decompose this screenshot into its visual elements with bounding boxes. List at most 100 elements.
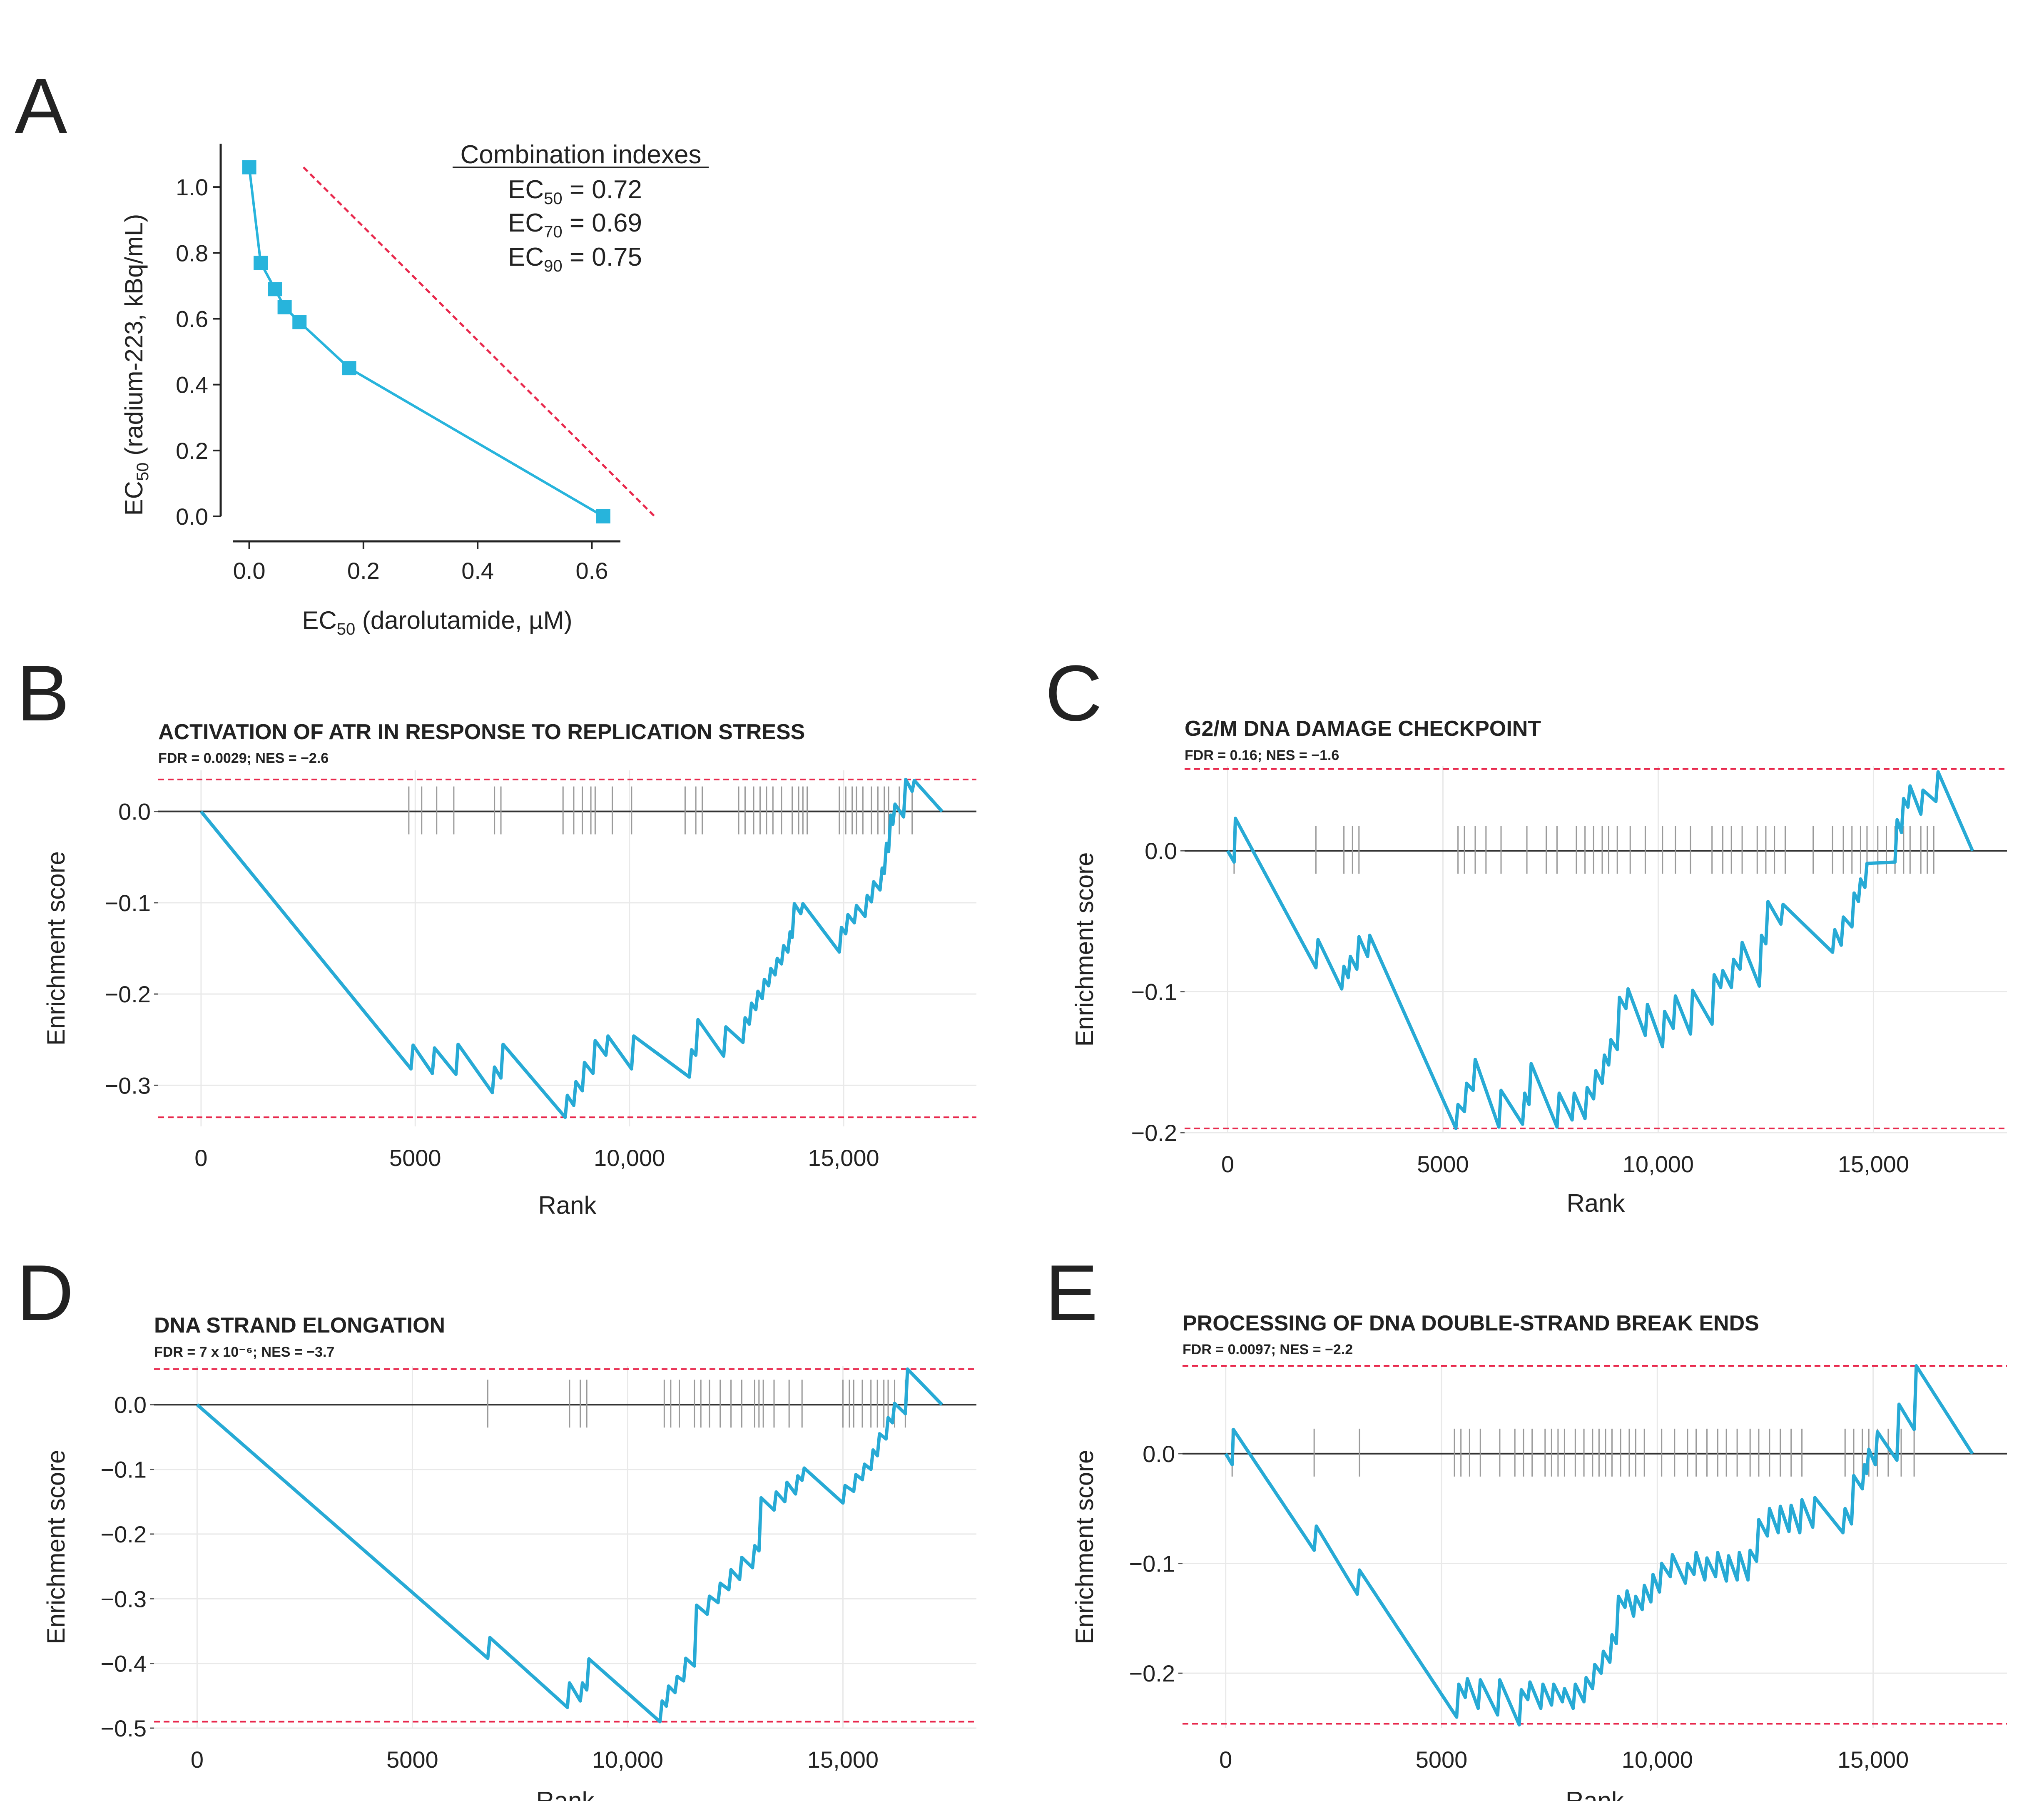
isobologram-point <box>268 282 282 296</box>
gsea-b-x-tick-label: 5000 <box>389 1145 441 1171</box>
gsea-e-x-tick-label: 15,000 <box>1837 1746 1909 1773</box>
isobologram-y-tick-label: 1.0 <box>176 174 208 200</box>
ci-row-ec50-sub: 50 <box>544 189 563 208</box>
isobologram-point <box>292 315 307 329</box>
gsea-b-x-title: Rank <box>538 1191 597 1219</box>
ci-row-ec90-value: = 0.75 <box>563 243 642 272</box>
ci-row-ec90-sub: 90 <box>544 257 563 275</box>
gsea-b-y-tick-label: −0.2 <box>105 981 151 1007</box>
gsea-c-title: G2/M DNA DAMAGE CHECKPOINT <box>1185 717 1541 741</box>
gsea-d-y-tick-label: −0.3 <box>100 1586 147 1612</box>
ci-row-ec70: EC70 = 0.69 <box>508 209 642 241</box>
isobologram-y-tick-label: 0.2 <box>176 438 208 464</box>
isobologram-point <box>342 361 356 376</box>
isobologram-x-title: EC50 (darolutamide, µM) <box>302 606 572 638</box>
ci-legend-title: Combination indexes <box>460 140 701 169</box>
gsea-c-y-tick-label: 0.0 <box>1145 838 1177 864</box>
isobologram-x-tick-label: 0.4 <box>461 558 494 584</box>
gsea-c-x-tick-label: 15,000 <box>1838 1151 1909 1177</box>
gsea-chart-b: 0.0 −0.1 −0.2 −0.3 0 5000 10,000 15,000 Rank Enri… <box>42 720 976 1219</box>
ci-row-ec50: EC50 = 0.72 <box>508 175 642 208</box>
isobologram-series-line <box>248 167 604 518</box>
gsea-b-y-title: Enrichment score <box>42 851 70 1046</box>
panel-letter-a: A <box>15 62 67 150</box>
gsea-d-title: DNA STRAND ELONGATION <box>154 1313 445 1338</box>
gsea-chart-e: 0.0 −0.1 −0.2 0 5000 10,000 15,000 Rank Enrichme… <box>1071 1311 2007 1801</box>
x-title-main: EC <box>302 606 336 634</box>
gsea-d-y-tick-label: −0.2 <box>100 1521 147 1547</box>
isobologram-y-tick-label: 0.6 <box>176 306 208 332</box>
gsea-b-title: ACTIVATION OF ATR IN RESPONSE TO REPLICA… <box>158 720 805 744</box>
gsea-chart-d: 0.0 −0.1 −0.2 −0.3 −0.4 −0.5 0 5000 10,000 15,000… <box>42 1313 976 1801</box>
gsea-d-x-tick-label: 10,000 <box>592 1746 663 1773</box>
gsea-e-x-tick-label: 5000 <box>1416 1746 1468 1773</box>
panel-letter-e: E <box>1045 1249 1098 1337</box>
ci-row-ec90: EC90 = 0.75 <box>508 243 642 275</box>
gsea-d-y-tick-label: −0.1 <box>100 1457 147 1483</box>
gsea-b-y-tick-label: −0.1 <box>105 890 151 916</box>
x-title-sub: 50 <box>337 620 356 638</box>
isobologram-additivity-line <box>303 166 656 517</box>
gsea-c-x-tick-label: 0 <box>1221 1151 1234 1177</box>
gsea-d-x-tick-label: 15,000 <box>807 1746 879 1773</box>
isobologram-x-tick-label: 0.0 <box>233 558 266 584</box>
gsea-b-x-tick-label: 10,000 <box>594 1145 665 1171</box>
gsea-e-y-title: Enrichment score <box>1071 1450 1098 1644</box>
gsea-c-subtitle: FDR = 0.16; NES = −1.6 <box>1185 747 1339 763</box>
gsea-e-x-title: Rank <box>1566 1787 1624 1801</box>
gsea-c-x-tick-label: 10,000 <box>1623 1151 1694 1177</box>
gsea-b-enrichment-curve <box>199 777 944 1119</box>
gsea-c-y-tick-label: −0.2 <box>1131 1120 1177 1146</box>
gsea-c-y-tick-label: −0.1 <box>1131 979 1177 1005</box>
y-title-rest: (radium-223, kBq/mL) <box>120 214 148 463</box>
gsea-d-enrichment-curve <box>196 1367 944 1724</box>
svg-text:EC50 (darolutamide, µM): EC50 (darolutamide, µM) <box>302 606 572 638</box>
gsea-b-y-tick-label: −0.3 <box>105 1072 151 1099</box>
isobologram-x-tick-label: 0.6 <box>575 558 608 584</box>
y-title-main: EC <box>120 481 148 516</box>
gsea-e-y-tick-label: 0.0 <box>1143 1441 1175 1467</box>
gsea-e-y-tick-label: −0.2 <box>1129 1660 1175 1686</box>
gsea-d-subtitle: FDR = 7 x 10⁻⁶; NES = −3.7 <box>154 1344 334 1360</box>
gsea-c-y-title: Enrichment score <box>1071 852 1098 1047</box>
panel-letter-b: B <box>17 649 70 737</box>
gsea-d-x-title: Rank <box>536 1787 595 1801</box>
ci-row-ec50-main: EC <box>508 175 544 204</box>
gsea-chart-c: 0.0 −0.1 −0.2 0 5000 10,000 15,000 Rank Enrichme… <box>1071 717 2007 1217</box>
panel-letter-c: C <box>1045 649 1102 737</box>
gsea-c-enrichment-curve <box>1226 770 1974 1130</box>
gsea-e-enrichment-curve <box>1224 1364 1974 1727</box>
gsea-d-x-tick-label: 5000 <box>386 1746 438 1773</box>
gsea-c-x-title: Rank <box>1566 1189 1625 1217</box>
gsea-d-x-tick-label: 0 <box>191 1746 204 1773</box>
svg-text:EC50 (radium-223, kBq/mL): EC50 (radium-223, kBq/mL) <box>120 214 152 516</box>
isobologram-point <box>242 160 256 174</box>
ci-row-ec70-value: = 0.69 <box>563 209 642 237</box>
ci-row-ec90-main: EC <box>508 243 544 272</box>
gsea-c-x-tick-label: 5000 <box>1417 1151 1469 1177</box>
gsea-e-title: PROCESSING OF DNA DOUBLE-STRAND BREAK EN… <box>1183 1311 1759 1335</box>
gsea-b-subtitle: FDR = 0.0029; NES = −2.6 <box>158 750 329 766</box>
x-title-rest: (darolutamide, µM) <box>355 606 572 634</box>
gsea-d-y-title: Enrichment score <box>42 1450 70 1644</box>
isobologram-point <box>277 300 292 314</box>
ci-row-ec70-sub: 70 <box>544 223 563 241</box>
gsea-e-x-tick-label: 10,000 <box>1622 1746 1693 1773</box>
ci-row-ec50-value: = 0.72 <box>563 175 642 204</box>
gsea-b-x-tick-label: 15,000 <box>808 1145 879 1171</box>
isobologram-chart: EC50 (darolutamide, µM) EC50 (radium-223… <box>120 140 709 638</box>
panel-letter-d: D <box>17 1249 74 1337</box>
gsea-b-y-tick-label: 0.0 <box>118 799 151 825</box>
gsea-e-subtitle: FDR = 0.0097; NES = −2.2 <box>1183 1342 1353 1358</box>
isobologram-point <box>254 256 268 270</box>
isobologram-y-title: EC50 (radium-223, kBq/mL) <box>120 214 152 516</box>
gsea-b-x-tick-label: 0 <box>194 1145 207 1171</box>
gsea-d-y-tick-label: −0.5 <box>100 1715 147 1741</box>
gsea-d-y-tick-label: −0.4 <box>100 1651 147 1677</box>
isobologram-x-tick-label: 0.2 <box>347 558 380 584</box>
isobologram-y-tick-label: 0.0 <box>176 503 208 530</box>
isobologram-y-tick-label: 0.8 <box>176 240 208 266</box>
gsea-e-y-tick-label: −0.1 <box>1129 1551 1175 1577</box>
ci-row-ec70-main: EC <box>508 209 544 237</box>
